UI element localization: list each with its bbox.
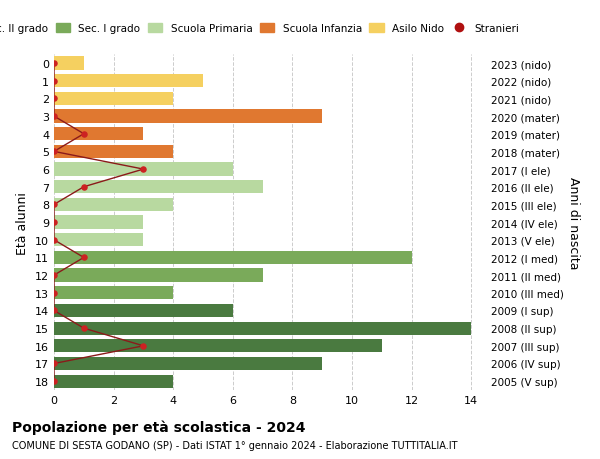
Text: Popolazione per età scolastica - 2024: Popolazione per età scolastica - 2024 bbox=[12, 420, 305, 435]
Text: COMUNE DI SESTA GODANO (SP) - Dati ISTAT 1° gennaio 2024 - Elaborazione TUTTITAL: COMUNE DI SESTA GODANO (SP) - Dati ISTAT… bbox=[12, 440, 458, 450]
Y-axis label: Età alunni: Età alunni bbox=[16, 191, 29, 254]
Bar bbox=[54, 269, 263, 282]
Point bbox=[49, 148, 59, 156]
Bar bbox=[54, 93, 173, 106]
Point bbox=[79, 254, 89, 262]
Point bbox=[49, 307, 59, 314]
Point bbox=[79, 131, 89, 138]
Point bbox=[49, 113, 59, 120]
Point bbox=[139, 166, 148, 174]
Bar bbox=[54, 286, 173, 300]
Point bbox=[139, 342, 148, 350]
Point bbox=[79, 325, 89, 332]
Bar bbox=[54, 322, 471, 335]
Bar bbox=[54, 163, 233, 176]
Bar bbox=[54, 251, 412, 264]
Point bbox=[79, 184, 89, 191]
Y-axis label: Anni di nascita: Anni di nascita bbox=[568, 176, 580, 269]
Point bbox=[49, 78, 59, 85]
Bar bbox=[54, 340, 382, 353]
Point bbox=[49, 95, 59, 103]
Legend: Sec. II grado, Sec. I grado, Scuola Primaria, Scuola Infanzia, Asilo Nido, Stran: Sec. II grado, Sec. I grado, Scuola Prim… bbox=[0, 20, 523, 39]
Bar bbox=[54, 357, 322, 370]
Point bbox=[49, 290, 59, 297]
Bar bbox=[54, 234, 143, 247]
Point bbox=[49, 360, 59, 367]
Point bbox=[49, 236, 59, 244]
Bar bbox=[54, 181, 263, 194]
Bar bbox=[54, 198, 173, 212]
Point bbox=[49, 202, 59, 209]
Bar bbox=[54, 128, 143, 141]
Bar bbox=[54, 57, 84, 71]
Bar bbox=[54, 216, 143, 229]
Bar bbox=[54, 304, 233, 318]
Point bbox=[49, 60, 59, 67]
Bar bbox=[54, 375, 173, 388]
Point bbox=[49, 219, 59, 226]
Bar bbox=[54, 110, 322, 123]
Point bbox=[49, 378, 59, 385]
Bar bbox=[54, 75, 203, 88]
Point bbox=[49, 272, 59, 279]
Bar bbox=[54, 146, 173, 159]
